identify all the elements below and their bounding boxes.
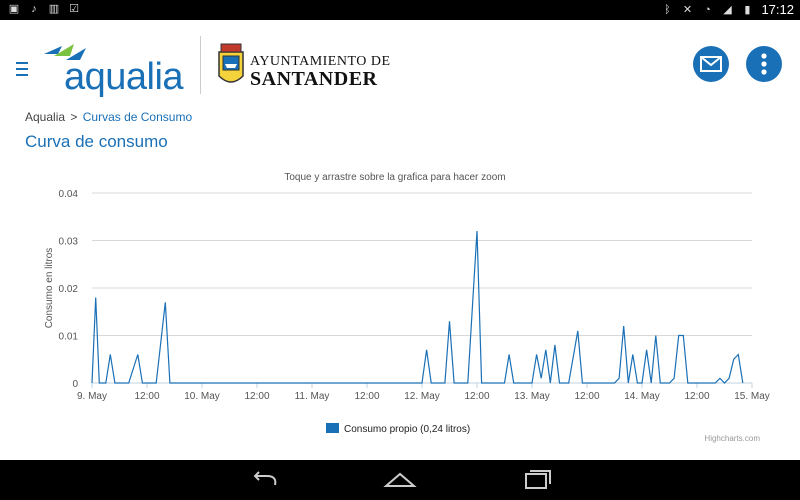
partner-line1: AYUNTAMIENTO DE xyxy=(250,54,391,69)
crest-icon xyxy=(218,43,244,83)
barcode-icon: ▥ xyxy=(48,3,60,15)
wifi-icon: ◔ xyxy=(704,3,711,16)
clipboard-icon: ☑ xyxy=(69,3,79,15)
chart-svg[interactable]: Toque y arrastre sobre la grafica para h… xyxy=(0,160,800,450)
status-bar: ▣ ♪ ▥ ☑ ᛒ ✕ ◔ ◢ ▮ 17:12 xyxy=(0,0,800,20)
consumption-chart[interactable]: Toque y arrastre sobre la grafica para h… xyxy=(0,160,800,450)
header-divider xyxy=(200,36,201,94)
app-header: aqualia AYUNTAMIENTO DE SANTANDER xyxy=(0,20,800,105)
x-tick-label: 12:00 xyxy=(134,391,159,402)
y-tick-label: 0.04 xyxy=(59,189,79,200)
y-tick-label: 0.03 xyxy=(59,237,79,248)
y-tick-label: 0.01 xyxy=(59,332,79,343)
x-tick-label: 14. May xyxy=(624,391,660,402)
more-options-button[interactable] xyxy=(746,46,782,82)
mute-icon: ✕ xyxy=(682,3,693,16)
y-axis-label: Consumo en litros xyxy=(44,248,55,329)
notification-icon: ▣ xyxy=(8,3,20,15)
system-nav-bar xyxy=(0,460,800,500)
brand-name: aqualia xyxy=(64,56,184,98)
series-line xyxy=(91,230,744,384)
mail-icon xyxy=(700,56,722,72)
menu-icon[interactable] xyxy=(16,62,28,80)
breadcrumb-current[interactable]: Curvas de Consumo xyxy=(82,110,193,124)
music-icon: ♪ xyxy=(31,3,37,15)
legend-swatch xyxy=(326,423,339,433)
recent-apps-icon[interactable] xyxy=(516,468,556,492)
x-tick-label: 12:00 xyxy=(354,391,379,402)
bluetooth-icon: ᛒ xyxy=(664,3,671,16)
breadcrumb-root[interactable]: Aqualia xyxy=(25,110,66,124)
breadcrumb-separator: > xyxy=(70,110,78,124)
x-tick-label: 15. May xyxy=(734,391,770,402)
x-tick-label: 12:00 xyxy=(244,391,269,402)
chart-credits: Highcharts.com xyxy=(704,434,760,443)
home-icon[interactable] xyxy=(380,468,420,492)
x-tick-label: 9. May xyxy=(77,391,107,402)
mail-button[interactable] xyxy=(693,46,729,82)
status-time: 17:12 xyxy=(761,2,794,17)
y-tick-label: 0 xyxy=(72,379,78,390)
aqualia-leaf-icon xyxy=(44,44,86,60)
y-tick-label: 0.02 xyxy=(59,284,79,295)
x-tick-label: 12. May xyxy=(404,391,440,402)
aqualia-logo: aqualia xyxy=(40,40,190,100)
more-vert-icon xyxy=(761,53,767,75)
x-tick-label: 12:00 xyxy=(574,391,599,402)
page-title: Curva de consumo xyxy=(25,132,168,151)
battery-icon: ▮ xyxy=(744,3,751,16)
x-tick-label: 12:00 xyxy=(684,391,709,402)
back-icon[interactable] xyxy=(245,468,285,492)
legend-label: Consumo propio (0,24 litros) xyxy=(344,424,470,435)
signal-icon: ◢ xyxy=(723,3,732,16)
breadcrumb: Aqualia > Curvas de Consumo xyxy=(25,110,192,124)
partner-line2: SANTANDER xyxy=(250,68,378,90)
chart-subtitle: Toque y arrastre sobre la grafica para h… xyxy=(284,172,505,183)
x-tick-label: 10. May xyxy=(184,391,220,402)
x-tick-label: 13. May xyxy=(514,391,550,402)
x-tick-label: 11. May xyxy=(295,391,330,402)
x-tick-label: 12:00 xyxy=(464,391,489,402)
